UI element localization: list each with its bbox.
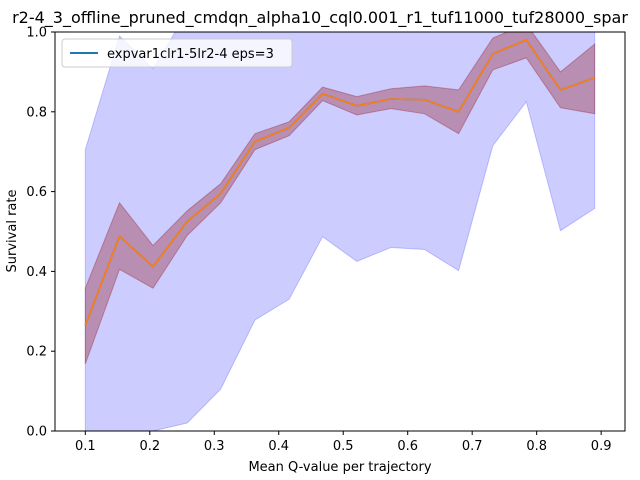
x-tick-label: 0.1	[75, 439, 96, 454]
y-tick-label: 0.8	[26, 105, 47, 120]
series-line-2	[84, 39, 595, 326]
legend-entry-label: expvar1clr1-5lr2-4 eps=3	[107, 47, 274, 62]
legend-box	[61, 38, 293, 68]
x-tick-label: 0.7	[462, 439, 483, 454]
chart-title: r2-4_3_offline_pruned_cmdqn_alpha10_cql0…	[12, 8, 628, 28]
axes-frame	[54, 31, 626, 432]
x-tick-label: 0.8	[526, 439, 547, 454]
y-tick-label: 1.0	[26, 26, 47, 41]
x-tick-label: 0.5	[333, 439, 354, 454]
confidence-band-2	[84, 32, 596, 365]
x-tick-label: 0.4	[268, 439, 289, 454]
y-axis-label: Survival rate	[5, 190, 20, 273]
x-tick-label: 0.6	[397, 439, 418, 454]
y-axis: 0.0 0.2 0.4 0.6 0.8 1.0	[26, 26, 55, 440]
y-tick-label: 0.0	[26, 425, 47, 440]
legend: expvar1clr1-5lr2-4 eps=3	[61, 38, 293, 68]
x-axis-label: Mean Q-value per trajectory	[248, 460, 431, 475]
confidence-band-1	[84, 32, 596, 431]
x-axis: 0.1 0.2 0.3 0.4 0.5 0.6 0.7 0.8 0.9	[75, 431, 612, 454]
x-tick-label: 0.9	[591, 439, 612, 454]
x-tick-label: 0.3	[204, 439, 225, 454]
y-tick-label: 0.6	[26, 185, 47, 200]
x-tick-label: 0.2	[139, 439, 160, 454]
y-tick-label: 0.4	[26, 265, 47, 280]
plot-area	[84, 32, 596, 431]
y-tick-label: 0.2	[26, 345, 47, 360]
